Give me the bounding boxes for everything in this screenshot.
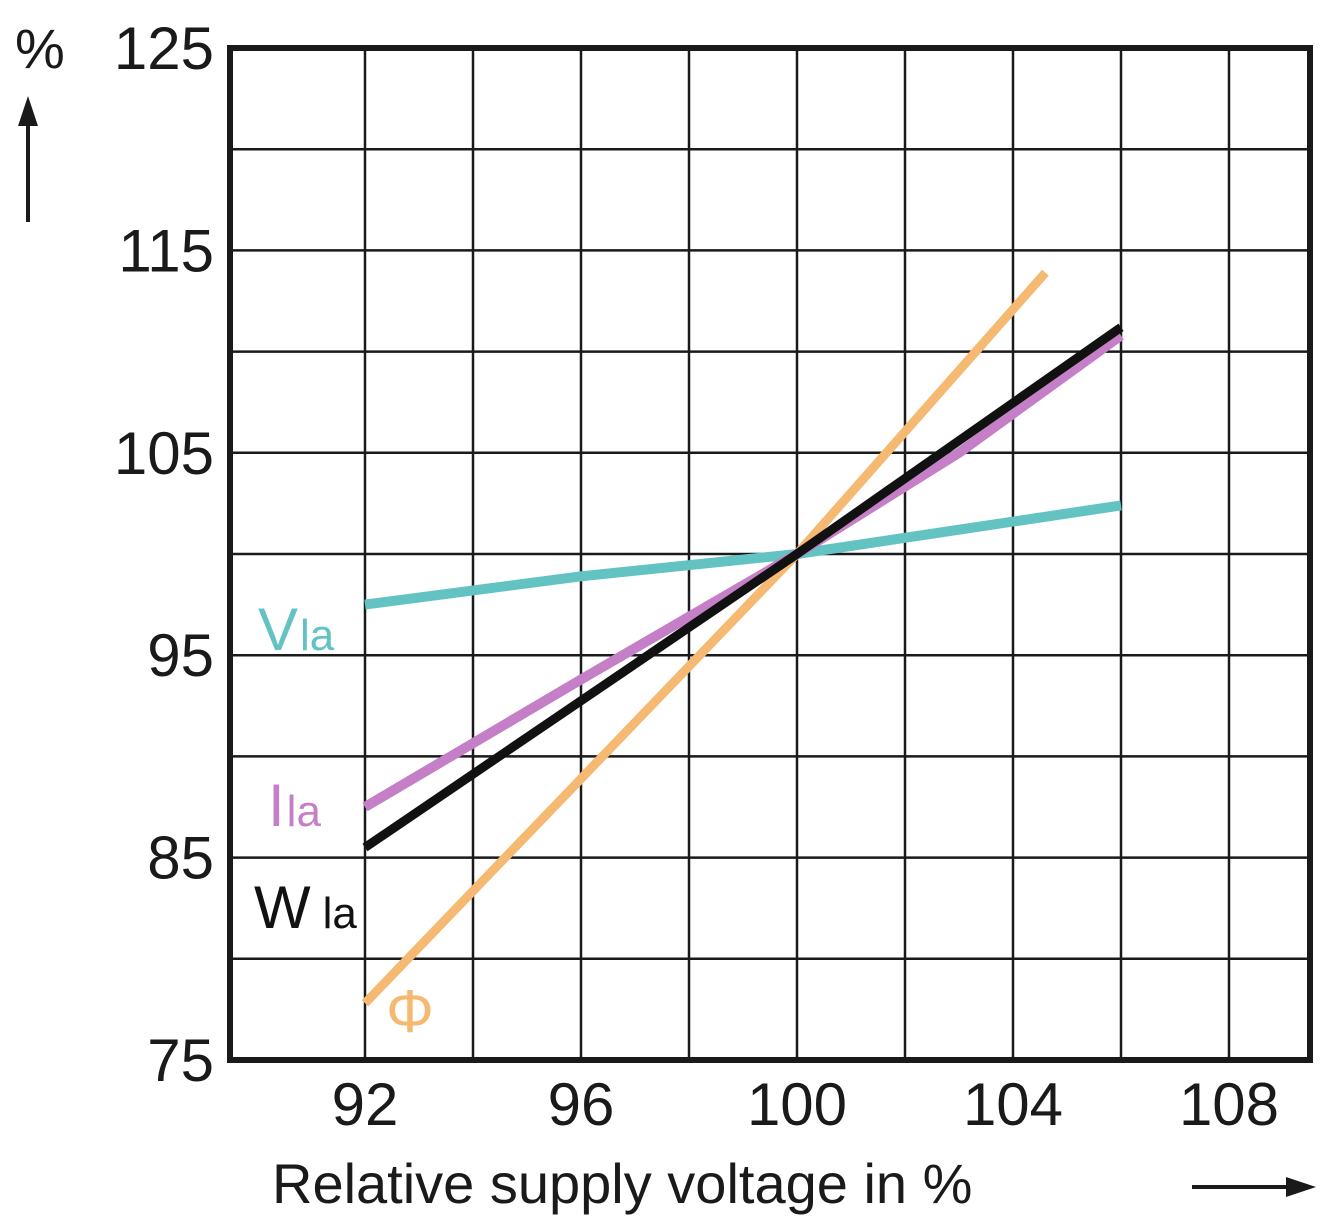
x-tick-label: 108: [1179, 1071, 1279, 1138]
tick-labels: 92 96 100 104 108 75 85 95 105 115 125: [114, 15, 1279, 1138]
y-tick-label: 105: [114, 420, 214, 487]
series-label-i: Ila: [268, 772, 321, 839]
series-label-v: Vla: [258, 596, 335, 663]
series-line-w: [362, 323, 1124, 852]
y-tick-label: 85: [147, 825, 214, 892]
y-axis-arrow-icon: [18, 96, 38, 222]
plot-frame: [227, 45, 1313, 1063]
series-labels: Vla Ila W la Φ: [254, 596, 434, 1045]
y-tick-label: 125: [114, 15, 214, 82]
y-tick-label: 95: [147, 622, 214, 689]
x-axis-arrow-icon: [1192, 1177, 1316, 1197]
x-tick-label: 92: [332, 1071, 399, 1138]
x-axis-title: Relative supply voltage in %: [272, 1152, 972, 1215]
x-tick-label: 100: [747, 1071, 847, 1138]
x-tick-label: 96: [548, 1071, 615, 1138]
series-label-phi: Φ: [386, 978, 434, 1045]
x-tick-label: 104: [963, 1071, 1063, 1138]
series-line-phi: [361, 269, 1049, 1007]
y-axis-title: %: [15, 17, 65, 80]
series-lines: [361, 269, 1124, 1007]
y-tick-label: 75: [147, 1027, 214, 1094]
y-tick-label: 115: [118, 217, 214, 284]
